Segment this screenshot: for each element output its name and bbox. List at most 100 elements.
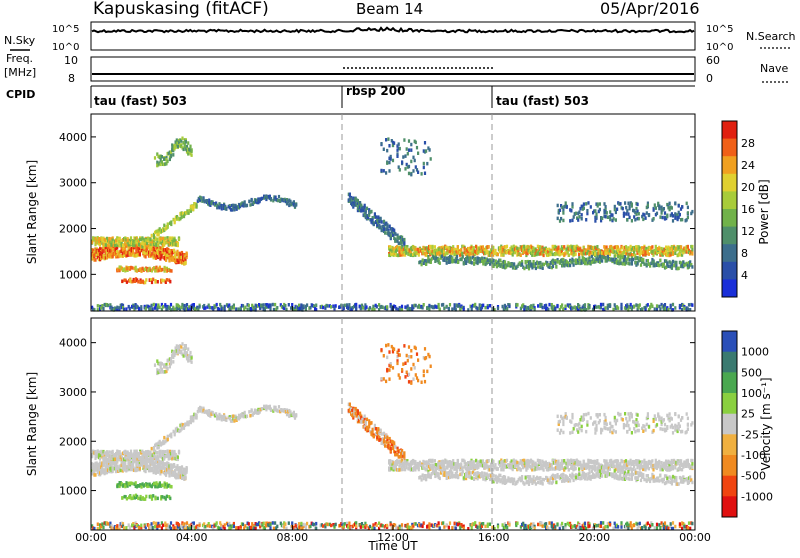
power-cell: [672, 251, 674, 255]
power-cell: [392, 159, 394, 163]
power-cell: [537, 265, 539, 269]
power-cell: [679, 253, 681, 257]
power-cell: [186, 303, 188, 307]
power-cell: [613, 217, 615, 221]
power-cell: [443, 259, 445, 263]
power-cell: [181, 137, 183, 141]
velocity-cell: [374, 424, 376, 428]
power-cell: [617, 245, 619, 249]
power-cell: [160, 237, 162, 241]
velocity-cell: [365, 422, 367, 426]
power-cell: [349, 193, 351, 197]
power-cell: [418, 253, 420, 257]
power-cell: [602, 303, 604, 307]
power-cell: [174, 219, 176, 223]
power-cell: [651, 305, 653, 309]
colorbar-segment: [722, 139, 737, 157]
power-cell: [300, 303, 302, 307]
velocity-cell: [186, 467, 188, 471]
velocity-cell: [170, 433, 172, 437]
power-cell: [528, 265, 530, 269]
power-cell: [624, 201, 626, 205]
power-cell: [366, 207, 368, 211]
power-cell: [152, 278, 154, 282]
power-cell: [647, 204, 649, 208]
power-cell: [381, 229, 383, 233]
power-cell: [456, 255, 458, 258]
power-cell: [414, 248, 416, 252]
power-cell: [654, 203, 656, 207]
power-cell: [145, 255, 147, 259]
power-cell: [191, 153, 193, 157]
power-cell: [474, 303, 476, 307]
power-cell: [277, 199, 279, 203]
power-cell: [344, 304, 346, 308]
nave-label: Nave: [760, 62, 788, 75]
power-cell: [244, 306, 246, 310]
power-cell: [154, 269, 156, 273]
power-cell: [632, 258, 634, 262]
power-cell: [186, 253, 188, 257]
power-cell: [562, 211, 564, 215]
velocity-cell: [233, 419, 235, 423]
power-cell: [430, 157, 432, 161]
power-cell: [454, 303, 456, 307]
power-cell: [577, 218, 579, 222]
power-cell: [248, 200, 250, 204]
power-cell: [161, 279, 163, 283]
velocity-cell: [126, 497, 128, 501]
colorbar-segment: [722, 174, 737, 192]
power-cell: [251, 199, 253, 203]
power-cell: [691, 245, 693, 249]
power-cell: [569, 264, 571, 268]
power-cell: [224, 305, 226, 309]
power-cell: [614, 250, 616, 254]
power-cell: [607, 216, 609, 220]
power-cell: [187, 141, 189, 145]
velocity-cell: [377, 427, 379, 431]
power-cell: [164, 303, 166, 307]
freq-panel: Freq. [MHz] 10 8 60 0 Nave: [4, 52, 790, 85]
power-cell: [439, 261, 441, 265]
nave-tick-top: 60: [706, 54, 720, 67]
power-cell: [600, 303, 602, 307]
power-cell: [620, 303, 622, 307]
power-ylabel: Slant Range [km]: [25, 160, 39, 264]
power-cell: [535, 267, 537, 271]
power-cell: [137, 280, 139, 284]
power-cell: [669, 202, 671, 206]
power-cell: [568, 253, 570, 257]
power-cell: [581, 217, 583, 221]
power-cell: [139, 252, 141, 256]
power-cell: [370, 210, 372, 214]
velocity-cell: [186, 351, 188, 355]
power-cell: [557, 260, 559, 264]
power-cell: [384, 231, 386, 235]
velocity-cell: [184, 476, 186, 480]
velocity-cell: [170, 485, 172, 489]
power-cell: [537, 304, 539, 308]
power-cell: [441, 255, 443, 259]
power-cell: [674, 252, 676, 256]
power-cell: [416, 146, 418, 150]
power-cell: [388, 144, 390, 148]
power-cell: [493, 259, 495, 263]
power-cell: [673, 264, 675, 268]
power-cell: [225, 207, 227, 211]
power-cell: [451, 307, 453, 311]
power-cell: [167, 225, 169, 229]
power-cell: [620, 307, 622, 311]
colorbar-segment: [722, 227, 737, 245]
power-cell: [646, 263, 648, 267]
power-cell: [374, 212, 376, 216]
power-cell: [648, 252, 650, 256]
power-cell: [383, 169, 385, 173]
power-cell: [200, 196, 202, 200]
power-cell: [659, 215, 661, 219]
power-cell: [525, 261, 527, 265]
power-cell: [410, 143, 412, 147]
power-cell: [410, 160, 412, 164]
power-cell: [263, 303, 265, 307]
power-cell: [130, 236, 132, 240]
power-cell: [173, 249, 175, 253]
